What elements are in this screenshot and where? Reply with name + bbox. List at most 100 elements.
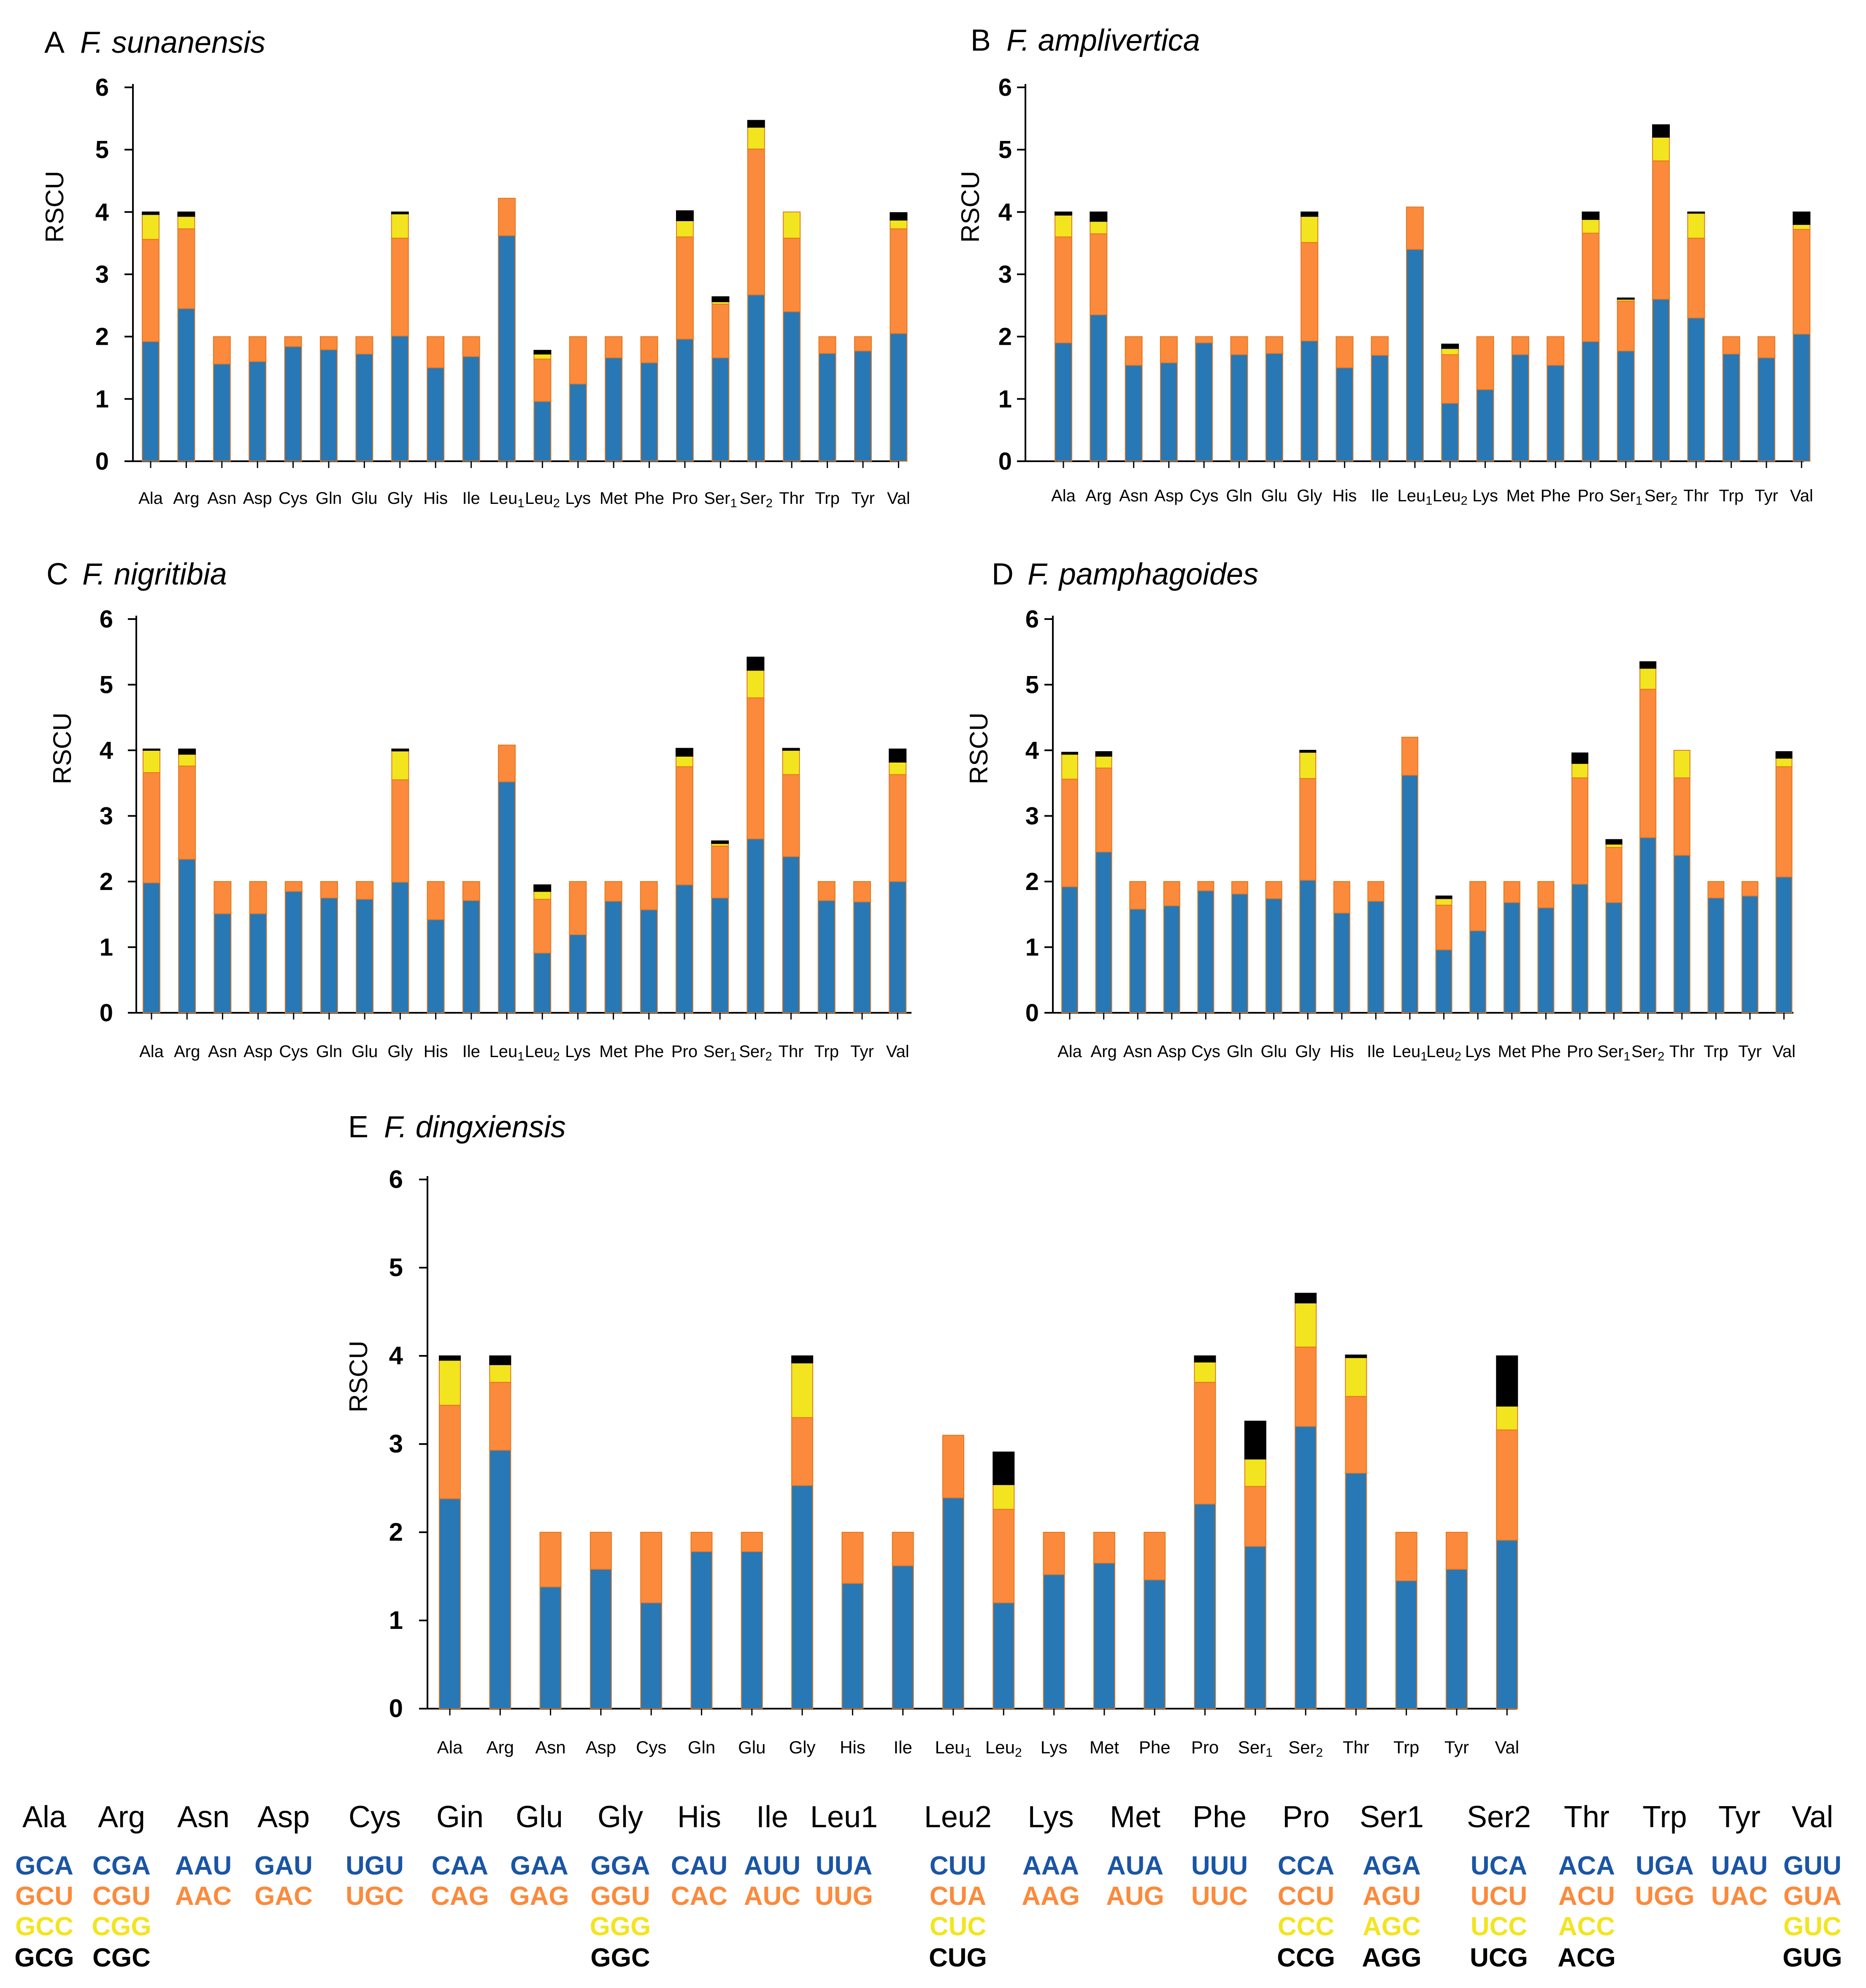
bar-segment	[1722, 354, 1740, 462]
legend-amino-acid: Glu	[516, 1800, 563, 1834]
bar-segment	[676, 338, 694, 462]
bar-segment	[284, 891, 303, 1013]
legend-codon: UGG	[1635, 1882, 1694, 1911]
y-tick-label: 3	[389, 1430, 403, 1458]
bar-segment	[1090, 233, 1108, 315]
x-tick-label: Met	[599, 1042, 627, 1061]
bar-segment	[1476, 389, 1494, 462]
bar-segment	[214, 881, 232, 914]
bar-segment	[853, 881, 871, 903]
bar-segment	[178, 754, 196, 767]
legend-amino-acid: Leu2	[924, 1800, 992, 1834]
bar-segment	[854, 350, 872, 462]
bar-segment	[992, 1602, 1015, 1709]
bar-segment	[1336, 367, 1354, 462]
legend-codon: CCC	[1278, 1912, 1334, 1941]
x-tick-label: Val	[1790, 487, 1813, 505]
x-tick-label: Ser1	[704, 489, 737, 510]
bar-segment	[676, 220, 694, 238]
bar-segment	[1775, 751, 1793, 759]
bar-segment	[1476, 336, 1494, 390]
bar-segment	[1265, 336, 1283, 354]
panel-letter: D	[992, 557, 1014, 591]
bar-segment	[427, 367, 445, 462]
x-tick-label: Trp	[1704, 1042, 1728, 1061]
bar-segment	[1090, 314, 1108, 462]
bar-segment	[1299, 750, 1317, 753]
x-tick-label: Tyr	[1738, 1042, 1762, 1061]
legend-codon: CGU	[92, 1882, 151, 1911]
bar-segment	[746, 838, 765, 1014]
bar-segment	[1301, 341, 1319, 462]
bar-segment	[1441, 348, 1459, 355]
bar-segment	[1687, 317, 1705, 462]
y-tick-label: 0	[95, 448, 109, 475]
legend-codon: UCC	[1471, 1912, 1527, 1941]
bar-segment	[783, 211, 801, 239]
legend-codon: GGG	[590, 1912, 651, 1941]
legend-codon: AAC	[175, 1882, 232, 1911]
legend-codon: UCG	[1470, 1943, 1528, 1972]
legend-amino-acid: Pro	[1282, 1800, 1330, 1834]
x-tick-label: Phe	[1139, 1737, 1171, 1757]
bar-segment	[747, 120, 765, 128]
bar-segment	[747, 294, 765, 462]
y-tick-label: 4	[95, 198, 109, 226]
x-tick-label: Ser2	[1288, 1737, 1323, 1760]
bar-segment	[391, 211, 409, 214]
bar-segment	[817, 900, 836, 1013]
bar-segment	[1742, 895, 1758, 1013]
x-tick-label: Cys	[1191, 1042, 1220, 1061]
legend-codon: GUC	[1783, 1912, 1842, 1941]
bar-segment	[853, 901, 871, 1014]
panel-species-title: F. amplivertica	[1006, 24, 1200, 57]
bar-segment	[1652, 299, 1670, 462]
y-tick-label: 2	[998, 323, 1012, 351]
bar-segment	[1194, 1361, 1216, 1383]
bar-segment	[1673, 855, 1690, 1014]
bar-segment	[1345, 1472, 1367, 1709]
bar-segment	[1722, 336, 1740, 355]
x-tick-label: Val	[887, 489, 910, 508]
legend-amino-acid: Trp	[1642, 1800, 1687, 1834]
bar-segment	[1043, 1574, 1065, 1709]
legend-codon: AUC	[744, 1882, 800, 1911]
y-tick-label: 2	[100, 868, 113, 895]
panel-species-title: F. nigritibia	[82, 557, 227, 591]
bar-segment	[1793, 211, 1811, 225]
panel-letter: B	[971, 24, 991, 57]
bar-segment	[214, 913, 232, 1014]
y-tick-label: 6	[1025, 606, 1039, 633]
bar-segment	[841, 1583, 864, 1709]
x-tick-label: Pro	[672, 489, 698, 508]
x-tick-label: Ala	[1057, 1042, 1082, 1061]
panel-a: A F. sunanensis RSCU 0 1 2 3 4 5 6 Ala Arg Asn Asp Cys…	[41, 26, 910, 510]
y-tick-label: 6	[100, 606, 113, 633]
bar-segment	[1582, 211, 1600, 220]
bar-segment	[1160, 336, 1178, 363]
bar-segment	[605, 336, 623, 358]
legend-amino-acid: Leu1	[810, 1800, 878, 1834]
bar-segment	[1301, 216, 1319, 243]
y-tick-label: 4	[100, 737, 113, 764]
bar-segment	[711, 897, 729, 1013]
bar-segment	[1061, 754, 1078, 780]
bar-segment	[841, 1532, 864, 1584]
bar-segment	[1095, 852, 1112, 1014]
bar-segment	[1639, 661, 1657, 669]
bar-segment	[782, 750, 800, 775]
legend-amino-acid: Arg	[98, 1800, 145, 1834]
bar-segment	[249, 336, 267, 362]
legend-amino-acid: Lys	[1028, 1800, 1074, 1834]
bar-segment	[569, 336, 587, 384]
legend-codon: CCA	[1278, 1851, 1334, 1880]
bar-segment	[533, 354, 552, 360]
legend-codon: GGA	[590, 1851, 650, 1880]
bar-segment	[1496, 1429, 1518, 1541]
legend-codon: GAG	[509, 1882, 569, 1911]
bar-segment	[1244, 1486, 1266, 1547]
bar-segment	[640, 909, 658, 1013]
